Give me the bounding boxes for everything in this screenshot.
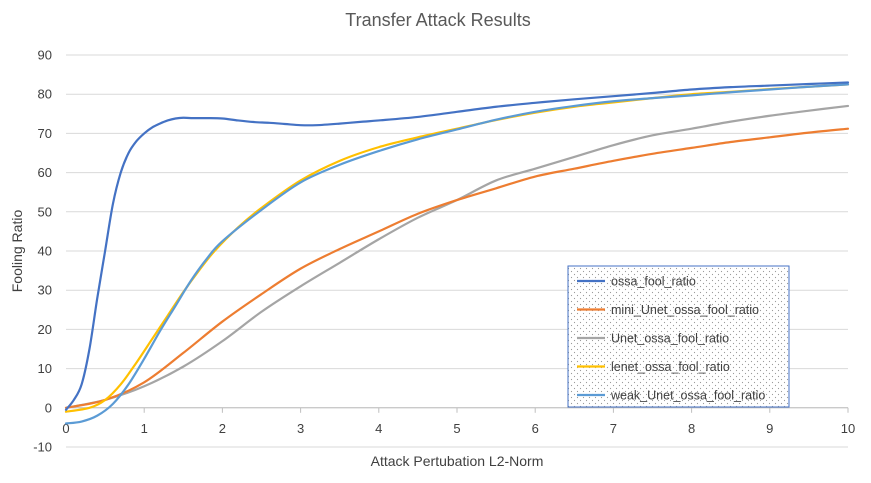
- x-tick-label: 9: [766, 421, 773, 436]
- legend-item: Unet_ossa_fool_ratio: [577, 332, 729, 346]
- y-tick-label: 40: [38, 244, 52, 259]
- x-tick-label: 7: [610, 421, 617, 436]
- legend-label: mini_Unet_ossa_fool_ratio: [611, 303, 759, 317]
- x-tick-label: 0: [62, 421, 69, 436]
- x-tick-labels: 0 1 2 3 4 5 6 7 8 9 10: [62, 407, 855, 436]
- legend-label: weak_Unet_ossa_fool_ratio: [610, 389, 765, 403]
- series-line-ossa-fool-ratio: [64, 81, 850, 411]
- x-tick-label: 5: [453, 421, 460, 436]
- y-tick-label: 50: [38, 204, 52, 219]
- x-tick-label: 1: [141, 421, 148, 436]
- series-lines: [64, 81, 850, 425]
- y-tick-label: 80: [38, 87, 52, 102]
- x-tick-label: 2: [219, 421, 226, 436]
- legend-item: mini_Unet_ossa_fool_ratio: [577, 303, 759, 317]
- x-tick-label: 8: [688, 421, 695, 436]
- x-tick-label: 10: [841, 421, 855, 436]
- series-line-mini-Unet-ossa-fool-ratio: [64, 127, 850, 409]
- y-tick-label: 20: [38, 322, 52, 337]
- x-tick-label: 4: [375, 421, 382, 436]
- y-tick-labels: -10 0 10 20 30 40 50 60 70 80 90: [33, 48, 52, 455]
- legend-label: ossa_fool_ratio: [611, 275, 696, 289]
- legend-label: Unet_ossa_fool_ratio: [611, 332, 729, 346]
- legend-item: weak_Unet_ossa_fool_ratio: [577, 389, 765, 403]
- legend-box: [567, 265, 790, 408]
- y-tick-label: 90: [38, 48, 52, 63]
- chart-title: Transfer Attack Results: [345, 10, 530, 30]
- y-tick-label: 0: [45, 400, 52, 415]
- series-line-weak-Unet-ossa-fool-ratio: [64, 83, 850, 425]
- y-tick-label: -10: [33, 440, 52, 455]
- y-tick-label: 70: [38, 126, 52, 141]
- legend: ossa_fool_ratio mini_Unet_ossa_fool_ratio…: [567, 265, 790, 408]
- legend-item: lenet_ossa_fool_ratio: [577, 360, 730, 374]
- x-axis-title: Attack Pertubation L2-Norm: [371, 453, 544, 469]
- y-tick-label: 30: [38, 283, 52, 298]
- y-tick-label: 60: [38, 165, 52, 180]
- y-axis-title: Fooling Ratio: [9, 210, 25, 293]
- x-tick-label: 3: [297, 421, 304, 436]
- y-tick-label: 10: [38, 361, 52, 376]
- legend-item: ossa_fool_ratio: [577, 275, 696, 289]
- legend-label: lenet_ossa_fool_ratio: [611, 360, 730, 374]
- x-tick-label: 6: [532, 421, 539, 436]
